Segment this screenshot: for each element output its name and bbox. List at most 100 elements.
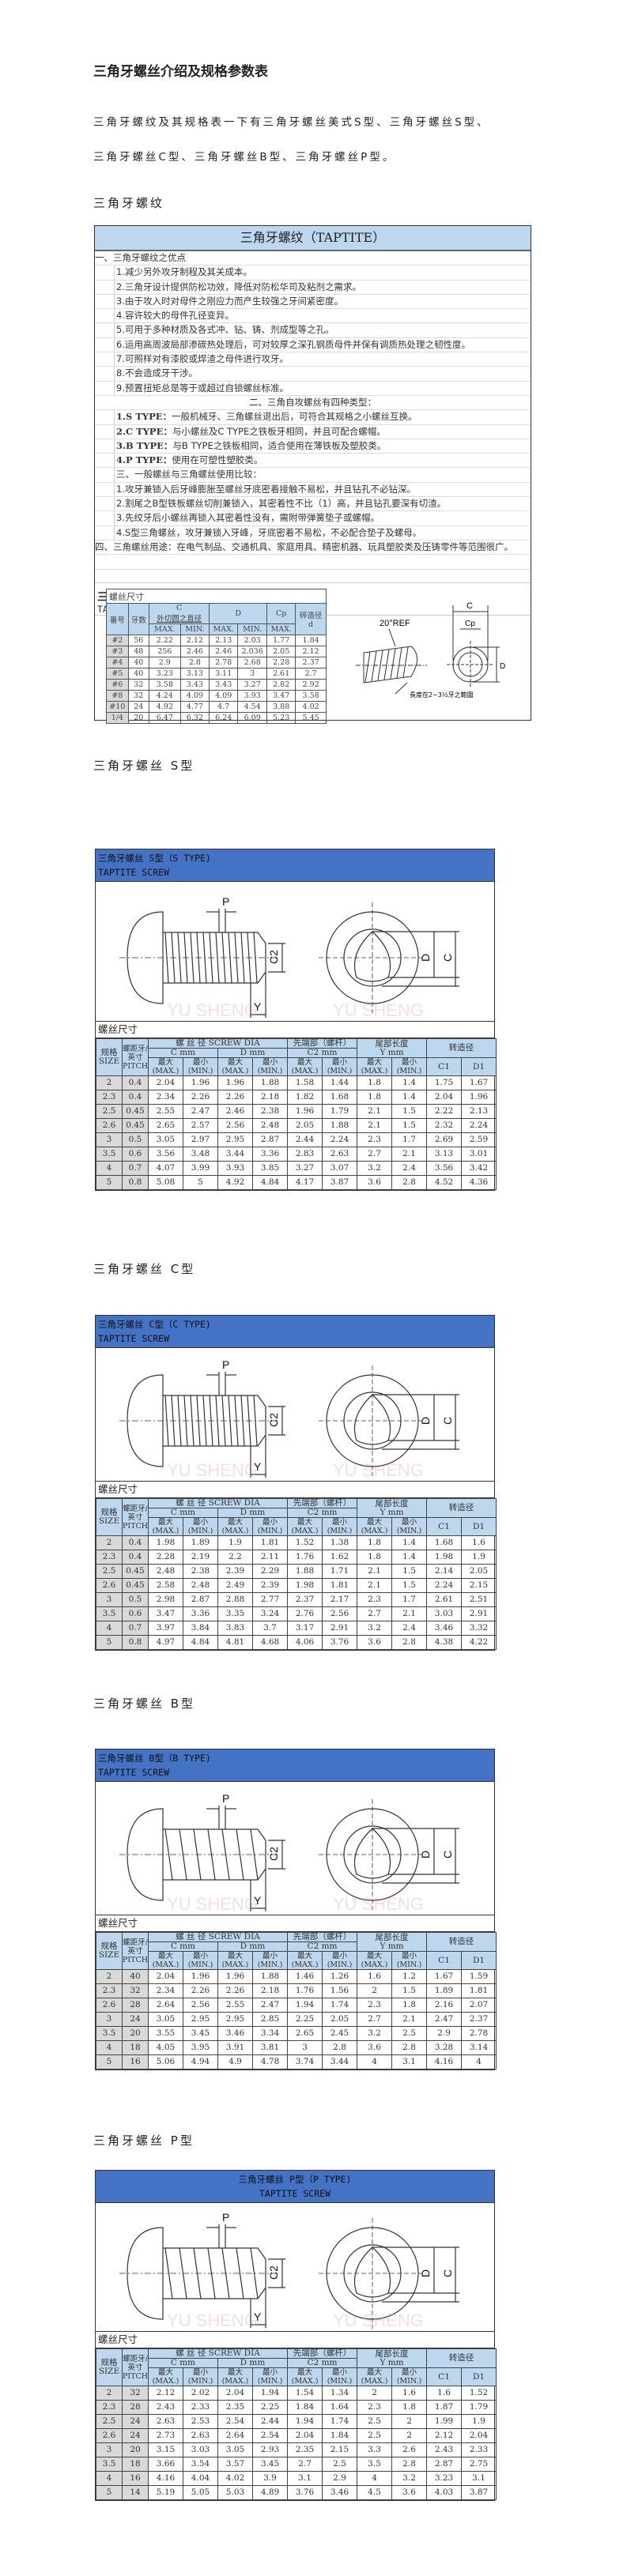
- table-cell: 2.64: [217, 2428, 253, 2443]
- col-min-text: 最小(MIN.): [396, 1518, 422, 1535]
- c-label: C: [441, 2269, 454, 2277]
- header-row: 最大(MAX.) 最小(MIN.) 最大(MAX.) 最小(MIN.) 最大(MAX.)…: [96, 1951, 497, 1970]
- col-tail: 尾部长度 Y mm: [357, 2348, 428, 2368]
- table-cell: 2.05: [322, 2012, 358, 2027]
- spec-box-subtitle: TAPTITE SCREW: [259, 2188, 330, 2199]
- table-cell: #8: [106, 690, 129, 702]
- table-cell: 4.92: [217, 1175, 253, 1190]
- col-teeth: 牙数: [127, 603, 149, 635]
- table-cell: 1.96: [183, 1075, 218, 1090]
- table-cell: 1.9: [461, 1550, 497, 1565]
- table-row: 2.3 0.4 2.34 2.26 2.26 2.18 1.82 1.68 1.8 1.4 2.04…: [96, 1090, 497, 1105]
- table-cell: 2.65: [148, 1118, 183, 1133]
- table-cell: 0.6: [122, 1606, 149, 1621]
- col-max-text: 最大(MAX.): [361, 1058, 388, 1075]
- col-pitch-text: 螺距牙/英寸: [123, 1938, 148, 1956]
- col-max: 最大(MAX.): [148, 1951, 183, 1970]
- col-roll: 转造径: [426, 1498, 497, 1518]
- table-cell: 1.8: [391, 1998, 428, 2013]
- ansi-caption: 螺丝尺寸: [106, 589, 327, 604]
- table-cell: 0.8: [122, 1635, 149, 1650]
- table-cell: 1.88: [287, 1564, 323, 1579]
- table-row: #2 56 2.22 2.12 2.13 2.03 1.77 1.84: [106, 635, 327, 646]
- table-cell: 3.13: [426, 1147, 463, 1162]
- table-row: 4 16 4.16 4.04 4.02 3.9 3.1 2.9 4 3.2 3.23 3.1: [96, 2471, 497, 2486]
- table-cell: 5.23: [266, 712, 297, 724]
- col-max-text: 最大(MAX.): [361, 1518, 388, 1535]
- table-cell: 3.56: [426, 1161, 463, 1176]
- table-cell: 3.01: [461, 1147, 497, 1162]
- table-cell: 1.8: [357, 1535, 393, 1550]
- table-cell: 1.8: [357, 1090, 393, 1105]
- col-tip: 先端部（螺杆）: [287, 1932, 358, 1942]
- d-label: D: [419, 954, 432, 962]
- col-min: 最小(MIN.): [322, 1057, 358, 1076]
- table-cell: 1.44: [322, 1075, 358, 1090]
- col-min-text: 最小(MIN.): [396, 1058, 422, 1075]
- page-title: 三角牙螺丝介绍及规格参数表: [93, 64, 268, 80]
- table-row: 2.6 0.45 2.58 2.48 2.49 2.39 1.98 1.81 2.1 1.5 2.2…: [96, 1578, 497, 1593]
- table-cell: 3.44: [217, 1147, 253, 1162]
- table-cell: 1.88: [322, 1118, 358, 1133]
- type-label: 3.B TYPE：: [116, 439, 173, 451]
- table-cell: 2.9: [322, 2471, 358, 2486]
- table-cell: 2.35: [217, 2400, 253, 2415]
- table-cell: 3.43: [209, 679, 239, 691]
- c2-label: C2: [267, 1847, 280, 1861]
- table-cell: 2.58: [148, 1578, 183, 1593]
- type-label: 1.S TYPE：: [116, 411, 172, 423]
- col-tip-text: 先端部（螺杆）: [293, 1932, 352, 1941]
- table-cell: 2.37: [295, 657, 327, 668]
- table-cell: 1.96: [461, 1090, 497, 1105]
- watermark: YU SHENG: [167, 2310, 258, 2330]
- table-cell: 2.18: [251, 1983, 289, 1998]
- table-cell: 3.57: [217, 2457, 253, 2472]
- table-cell: 2: [391, 2414, 428, 2429]
- table-cell: 0.7: [122, 1621, 149, 1636]
- col-min: 最小(MIN.): [391, 1057, 428, 1076]
- table-cell: 2.1: [357, 1564, 393, 1579]
- table-cell: 3.46: [217, 2026, 253, 2041]
- col-size-text: SIZE: [98, 2367, 120, 2376]
- spec-size-table: 规格 SIZE 螺距牙/英寸 PITCH 螺 丝 径 SCREW DIA 先端部（螺杆） 尾…: [96, 1038, 497, 1190]
- table-cell: 4.06: [287, 1635, 323, 1650]
- table-cell: 2.3: [96, 1550, 123, 1565]
- col-max: 最大(MAX.): [217, 1517, 253, 1536]
- intro-line-1: 三角牙螺纹及其规格表一下有三角牙螺丝美式S型、三角牙螺丝S型、: [93, 116, 490, 129]
- table-cell: 2.26: [217, 1090, 253, 1105]
- col-max-text: 最大(MAX.): [152, 1518, 179, 1535]
- table-cell: 2.56: [183, 1998, 218, 2013]
- table-cell: 3.15: [148, 2442, 183, 2457]
- col-max: 最大(MAX.): [357, 1057, 393, 1076]
- y-label: Y: [254, 2310, 262, 2323]
- table-cell: 2.2: [217, 1550, 253, 1565]
- taptite-row-content: 1.减少另外攻牙制程及其关成本。: [114, 266, 252, 280]
- taptite-row: 2.C TYPE：与小螺丝及C TYPE之铁板牙相同，并且可配合螺帽。: [95, 424, 531, 439]
- table-cell: 2.57: [183, 1118, 218, 1133]
- table-cell: 3.84: [183, 1621, 218, 1636]
- table-cell: 2.59: [461, 1132, 497, 1147]
- table-cell: 2.04: [461, 2428, 497, 2443]
- col-min: 最小(MIN.): [183, 1517, 218, 1536]
- table-cell: 3.45: [183, 2026, 218, 2041]
- table-cell: 1.89: [183, 1535, 218, 1550]
- table-cell: 2.036: [237, 646, 268, 657]
- table-cell: 1.6: [391, 2386, 428, 2401]
- taptite-row-text: 1.攻牙兼锁入后牙峰膨胀至螺丝牙底密着接触不易松，并且钻孔不必钻深。: [116, 483, 416, 495]
- spec-box-subtitle: TAPTITE SCREW: [98, 867, 170, 878]
- ansi-table-wrap: 螺丝尺寸 番号 牙数 C 外切圆之直径 D Cp 碎造径 d MAX. MIN. M…: [106, 589, 327, 724]
- table-cell: 4.92: [148, 701, 181, 713]
- table-cell: 4.84: [251, 1175, 289, 1190]
- table-cell: 256: [148, 646, 181, 657]
- spec-box-header: 三角牙螺丝 S型（S TYPE) TAPTITE SCREW: [96, 849, 494, 882]
- table-row: #4 40 2.9 2.8 2.78 2.68 2.28 2.37: [106, 657, 327, 668]
- col-min-text: 最小(MIN.): [257, 2368, 283, 2386]
- col-min: 最小(MIN.): [391, 1517, 428, 1536]
- table-row: #5 40 3.23 3.13 3.11 3 2.61 2.7: [106, 668, 327, 680]
- table-cell: 3: [96, 2012, 123, 2027]
- table-row: 2 0.4 1.98 1.89 1.9 1.81 1.52 1.38 1.8 1.4 1.68 1.6: [96, 1535, 497, 1550]
- table-cell: #10: [106, 701, 129, 713]
- col-min-text: 最小(MIN.): [396, 1952, 422, 1969]
- col-d-mm-text: D mm: [240, 2358, 266, 2367]
- table-cell: 3.56: [148, 1147, 183, 1162]
